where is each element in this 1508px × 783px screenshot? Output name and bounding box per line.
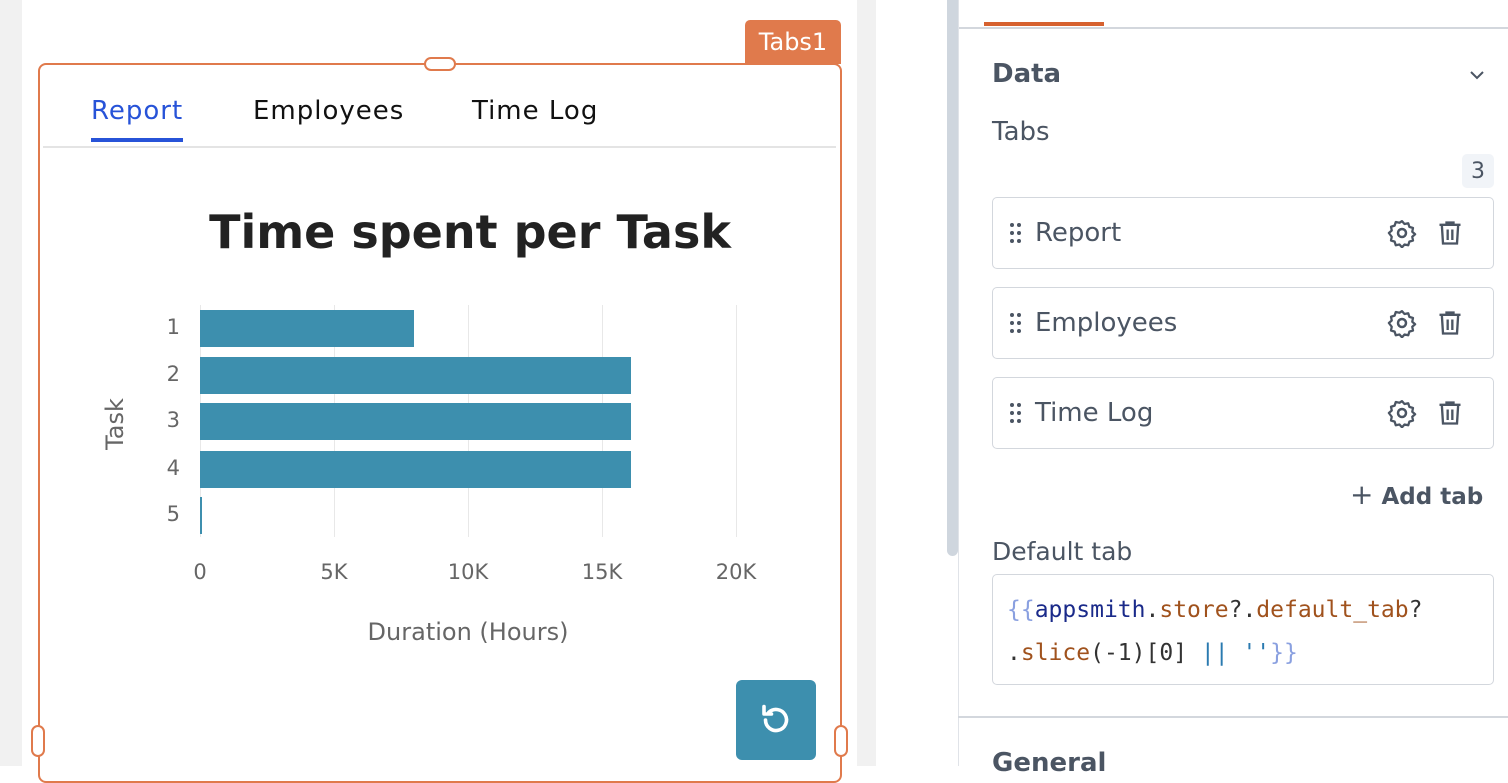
section-data-title[interactable]: Data — [992, 59, 1062, 89]
bar-task-2[interactable] — [200, 357, 632, 394]
code-token: . — [1145, 597, 1160, 623]
x-tick-label: 0 — [193, 560, 207, 584]
tab-item-label[interactable]: Report — [1035, 218, 1122, 248]
y-tick-label: 1 — [166, 315, 180, 339]
tabs-count-badge: 3 — [1462, 154, 1494, 188]
default-tab-input[interactable]: {{appsmith.store?.default_tab? .slice(-1… — [992, 574, 1494, 685]
gear-icon[interactable] — [1387, 218, 1417, 248]
trash-icon[interactable] — [1436, 398, 1464, 428]
y-tick-label: 2 — [166, 362, 180, 386]
code-token: '' — [1228, 640, 1271, 666]
code-token: store — [1159, 597, 1229, 623]
code-token: slice — [1020, 640, 1091, 666]
tab-time-log[interactable]: Time Log — [472, 96, 599, 126]
y-tick-label: 3 — [166, 408, 180, 432]
gap — [876, 0, 947, 766]
bar-task-3[interactable] — [200, 403, 632, 440]
tab-item-label[interactable]: Employees — [1035, 308, 1178, 338]
resize-handle-left[interactable] — [31, 725, 45, 757]
drag-handle-icon[interactable] — [1009, 402, 1023, 424]
property-pane — [958, 0, 1508, 766]
tab-item-time-log: Time Log — [992, 377, 1494, 449]
trash-icon[interactable] — [1436, 218, 1464, 248]
code-brace: }} — [1270, 640, 1298, 666]
resize-handle-right[interactable] — [834, 725, 848, 757]
y-tick-label: 5 — [166, 502, 180, 526]
tab-employees[interactable]: Employees — [253, 96, 405, 126]
y-tick-label: 4 — [166, 456, 180, 480]
add-tab-label: Add tab — [1381, 484, 1484, 510]
tab-item-label[interactable]: Time Log — [1035, 398, 1154, 428]
tabs-label: Tabs — [992, 117, 1050, 147]
code-token: ?. — [1228, 597, 1257, 623]
section-general-title[interactable]: General — [992, 748, 1107, 778]
x-tick-label: 5K — [320, 560, 348, 584]
divider — [959, 27, 1508, 29]
drag-handle-icon[interactable] — [1009, 222, 1023, 244]
code-token: || — [1200, 640, 1229, 666]
trash-icon[interactable] — [1436, 308, 1464, 338]
gridline — [736, 305, 737, 537]
refresh-button[interactable] — [736, 680, 816, 760]
code-brace: {{ — [1007, 597, 1035, 623]
bar-task-1[interactable] — [200, 310, 415, 347]
x-tick-label: 10K — [447, 560, 489, 584]
gear-icon[interactable] — [1387, 308, 1417, 338]
bar-task-4[interactable] — [200, 451, 632, 488]
code-token: (-1)[0] — [1090, 640, 1201, 666]
code-token: ? — [1408, 597, 1423, 623]
x-tick-label: 15K — [581, 560, 623, 584]
divider — [958, 716, 1508, 718]
widget-name-label[interactable]: Tabs1 — [745, 20, 841, 64]
plus-icon: + — [1350, 478, 1374, 511]
chart-title: Time spent per Task — [209, 205, 731, 259]
tab-item-report: Report — [992, 197, 1494, 269]
add-tab-button[interactable]: + Add tab — [1350, 478, 1483, 511]
resize-handle-top[interactable] — [424, 57, 456, 71]
x-axis-label: Duration (Hours) — [367, 618, 569, 646]
code-token: appsmith — [1034, 597, 1146, 623]
gear-icon[interactable] — [1387, 398, 1417, 428]
tab-divider — [43, 146, 836, 148]
refresh-icon — [762, 704, 789, 733]
active-pane-tab-indicator — [984, 22, 1104, 26]
drag-handle-icon[interactable] — [1009, 312, 1023, 334]
tab-report[interactable]: Report — [91, 96, 184, 142]
code-token: default_tab — [1256, 597, 1409, 623]
default-tab-label: Default tab — [992, 537, 1133, 566]
tab-item-employees: Employees — [992, 287, 1494, 359]
chevron-down-icon[interactable] — [1466, 66, 1488, 84]
code-token: . — [1007, 640, 1021, 666]
x-tick-label: 20K — [715, 560, 757, 584]
scrollbar[interactable] — [947, 0, 958, 556]
bar-task-5[interactable] — [200, 497, 202, 534]
y-axis-label: Task — [101, 398, 129, 450]
